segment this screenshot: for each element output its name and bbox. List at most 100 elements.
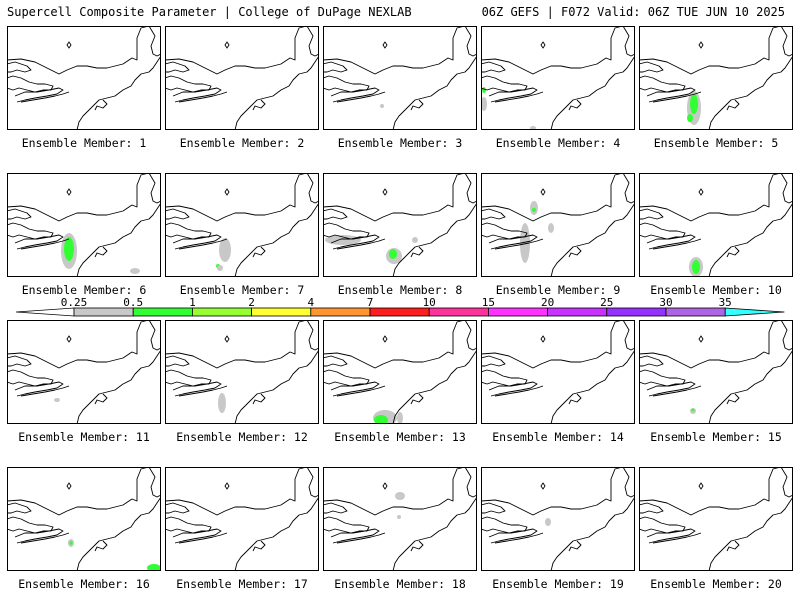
header-bar: Supercell Composite Parameter | College … bbox=[0, 0, 800, 22]
map-panel-member-4 bbox=[481, 26, 635, 130]
map-boundary-line bbox=[172, 381, 222, 397]
map-boundary-line bbox=[172, 234, 222, 250]
map-svg bbox=[481, 26, 635, 130]
map-panel-member-17 bbox=[165, 467, 319, 571]
scp-shade-0.25 bbox=[380, 104, 384, 108]
map-boundary-line bbox=[165, 26, 319, 75]
map-boundary-line bbox=[639, 320, 793, 369]
island-marker bbox=[540, 41, 546, 49]
map-boundary-line bbox=[646, 87, 696, 103]
scp-shade-0.5 bbox=[482, 87, 486, 93]
map-boundary-line bbox=[336, 91, 386, 103]
island-marker bbox=[382, 482, 388, 490]
member-caption: Ensemble Member: 9 bbox=[495, 283, 621, 297]
scp-shade-0.25 bbox=[397, 515, 401, 519]
map-boundary-line bbox=[708, 349, 793, 424]
map-boundary-line bbox=[392, 496, 477, 571]
map-boundary-line bbox=[494, 238, 544, 250]
map-boundary-line bbox=[481, 173, 635, 222]
map-boundary-line bbox=[646, 234, 696, 250]
member-caption: Ensemble Member: 8 bbox=[337, 283, 463, 297]
map-boundary-line bbox=[94, 99, 108, 111]
map-boundary-line bbox=[639, 75, 686, 93]
map-boundary-line bbox=[330, 381, 380, 397]
island-marker bbox=[540, 188, 546, 196]
map-boundary-line bbox=[488, 528, 538, 544]
island-marker bbox=[382, 335, 388, 343]
map-boundary-line bbox=[652, 91, 702, 103]
map-svg bbox=[165, 320, 319, 424]
scp-shade-0.5 bbox=[691, 408, 695, 412]
map-svg bbox=[165, 467, 319, 571]
map-boundary-line bbox=[165, 467, 319, 516]
map-boundary-line bbox=[652, 238, 702, 250]
colorbar-high-end bbox=[724, 307, 785, 317]
island-marker bbox=[698, 188, 704, 196]
map-boundary-line bbox=[481, 320, 635, 369]
map-boundary-line bbox=[165, 61, 190, 73]
map-boundary-line bbox=[481, 222, 528, 240]
map-boundary-line bbox=[165, 516, 212, 534]
map-boundary-line bbox=[323, 173, 477, 222]
island-marker bbox=[224, 482, 230, 490]
map-boundary-line bbox=[7, 516, 54, 534]
panel-frame bbox=[323, 173, 477, 277]
map-boundary-line bbox=[7, 75, 54, 93]
map-boundary-line bbox=[550, 55, 635, 130]
member-caption: Ensemble Member: 17 bbox=[176, 577, 308, 591]
map-boundary-line bbox=[488, 234, 538, 250]
scp-shade-0.5 bbox=[687, 114, 693, 122]
colorbar-tick-label: 10 bbox=[422, 296, 436, 309]
panel-frame bbox=[165, 173, 319, 277]
colorbar-tick-label: 1 bbox=[189, 296, 196, 309]
map-boundary-line bbox=[76, 349, 161, 424]
island-marker bbox=[66, 482, 72, 490]
map-boundary-line bbox=[550, 496, 635, 571]
map-boundary-line bbox=[252, 540, 266, 552]
map-boundary-line bbox=[481, 61, 506, 73]
map-boundary-line bbox=[165, 502, 190, 514]
colorbar-tick-label: 35 bbox=[718, 296, 732, 309]
panel-frame bbox=[481, 26, 635, 130]
map-boundary-line bbox=[165, 208, 190, 220]
panel-frame bbox=[165, 320, 319, 424]
scp-shade-0.5 bbox=[692, 260, 700, 274]
map-svg bbox=[481, 467, 635, 571]
map-boundary-line bbox=[323, 61, 348, 73]
map-panel-member-6 bbox=[7, 173, 161, 277]
map-boundary-line bbox=[639, 355, 664, 367]
member-caption: Ensemble Member: 5 bbox=[653, 136, 779, 150]
map-boundary-line bbox=[7, 61, 32, 73]
map-boundary-line bbox=[7, 208, 32, 220]
map-svg bbox=[165, 173, 319, 277]
map-panel-member-9 bbox=[481, 173, 635, 277]
map-boundary-line bbox=[708, 55, 793, 130]
map-svg bbox=[7, 320, 161, 424]
map-boundary-line bbox=[708, 496, 793, 571]
map-boundary-line bbox=[568, 540, 582, 552]
scp-shade-0.25 bbox=[397, 412, 403, 424]
map-boundary-line bbox=[481, 369, 528, 387]
island-marker bbox=[540, 335, 546, 343]
map-boundary-line bbox=[172, 528, 222, 544]
member-caption: Ensemble Member: 14 bbox=[492, 430, 624, 444]
map-boundary-line bbox=[652, 385, 702, 397]
map-boundary-line bbox=[234, 496, 319, 571]
colorbar-tick-label: 7 bbox=[366, 296, 374, 309]
map-boundary-line bbox=[330, 87, 380, 103]
colorbar-tick-label: 30 bbox=[659, 296, 673, 309]
map-panel-member-19 bbox=[481, 467, 635, 571]
map-boundary-line bbox=[7, 173, 161, 222]
map-svg bbox=[639, 26, 793, 130]
scp-shade-0.25 bbox=[325, 235, 361, 245]
scp-shade-0.25 bbox=[548, 223, 554, 233]
scp-shade-0.5 bbox=[690, 94, 698, 114]
map-boundary-line bbox=[94, 246, 108, 258]
island-marker bbox=[66, 335, 72, 343]
map-boundary-line bbox=[410, 393, 424, 405]
map-boundary-line bbox=[252, 393, 266, 405]
panel-frame bbox=[165, 467, 319, 571]
colorbar bbox=[15, 307, 785, 317]
map-boundary-line bbox=[330, 234, 380, 250]
map-boundary-line bbox=[323, 355, 348, 367]
